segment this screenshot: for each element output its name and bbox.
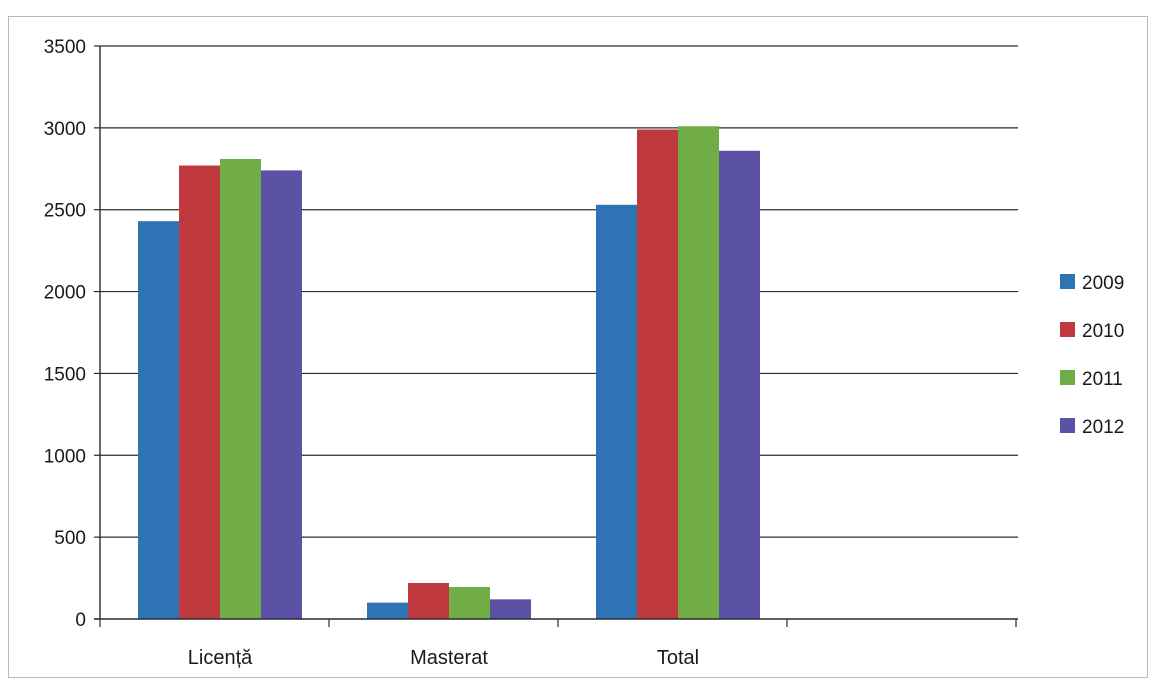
bar-2012-3 bbox=[719, 150, 760, 619]
category-labels: Licență Masterat Total bbox=[188, 647, 699, 669]
y-tick-label: 500 bbox=[54, 528, 86, 549]
category-label: Total bbox=[657, 647, 699, 669]
y-tick-label: 2500 bbox=[44, 201, 86, 222]
y-tick-label: 2000 bbox=[44, 283, 86, 304]
bar-2010-1 bbox=[179, 165, 220, 620]
bar-2011-1 bbox=[220, 158, 261, 619]
bar-2009-3 bbox=[596, 204, 637, 619]
legend-label: 2009 bbox=[1082, 273, 1124, 294]
bar-2012-1 bbox=[261, 170, 302, 619]
bars bbox=[138, 126, 760, 620]
bar-2011-2 bbox=[449, 587, 490, 619]
y-tick-label: 3500 bbox=[44, 37, 86, 58]
bar-2009-2 bbox=[367, 602, 408, 619]
legend-swatch-2011 bbox=[1060, 370, 1075, 385]
legend-label: 2010 bbox=[1082, 321, 1124, 342]
legend-label: 2011 bbox=[1082, 369, 1123, 390]
category-label: Licență bbox=[188, 647, 253, 669]
category-label: Masterat bbox=[410, 647, 488, 669]
bar-2009-1 bbox=[138, 221, 179, 619]
y-tick-label: 3000 bbox=[44, 119, 86, 140]
legend-swatch-2012 bbox=[1060, 418, 1075, 433]
chart-frame bbox=[8, 16, 1148, 678]
legend-label: 2012 bbox=[1082, 417, 1124, 438]
legend: 2009 2010 2011 2012 bbox=[1060, 273, 1124, 438]
y-tick-label: 1500 bbox=[44, 364, 86, 385]
bar-2012-2 bbox=[490, 599, 531, 619]
y-tick-labels: 0 500 1000 1500 2000 2500 3000 3500 bbox=[44, 37, 86, 631]
y-tick-label: 0 bbox=[75, 610, 86, 631]
legend-swatch-2010 bbox=[1060, 322, 1075, 337]
bar-2010-2 bbox=[408, 582, 449, 619]
y-tick-label: 1000 bbox=[44, 446, 86, 467]
bar-2011-3 bbox=[678, 126, 719, 619]
bar-2010-3 bbox=[637, 129, 678, 619]
legend-swatch-2009 bbox=[1060, 274, 1075, 289]
axes bbox=[94, 45, 1018, 627]
